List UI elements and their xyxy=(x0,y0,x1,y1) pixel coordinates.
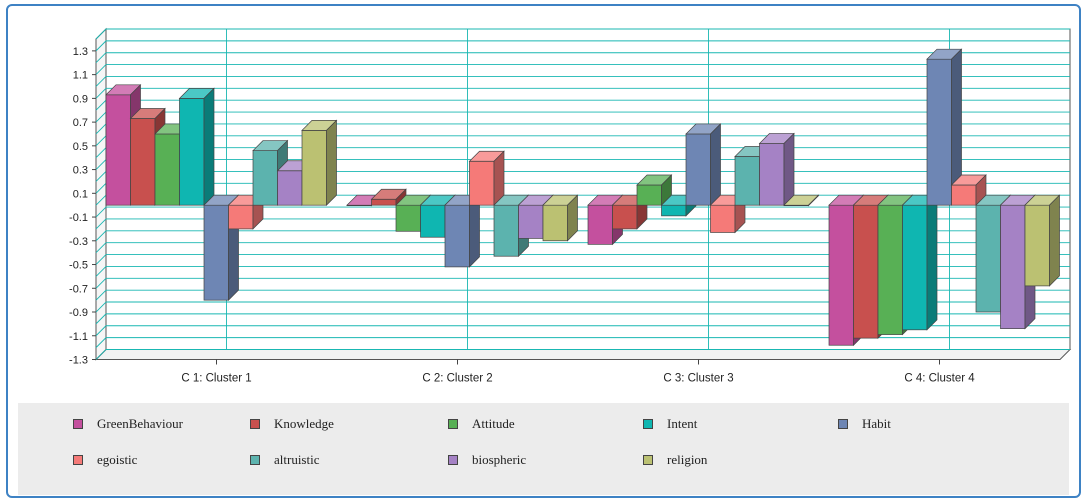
y-tick-label: -1.1 xyxy=(69,331,88,343)
gridline xyxy=(95,76,1070,87)
y-tick-label: -0.9 xyxy=(69,307,88,319)
legend-swatch xyxy=(643,419,653,429)
legend-swatch xyxy=(73,419,83,429)
legend-item: Knowledge xyxy=(250,415,334,433)
y-tick-label: -0.3 xyxy=(69,236,88,248)
y-tick-label: 0.5 xyxy=(73,141,88,153)
gridline xyxy=(95,337,1070,348)
y-tick-label: 0.9 xyxy=(73,93,88,105)
legend-item: altruistic xyxy=(250,451,320,469)
legend-item: Habit xyxy=(838,415,891,433)
legend-swatch xyxy=(448,419,458,429)
chart-frame: 1.3 1.1 0.9 0.7 0.5 0.3 0.1 -0.1 -0.3 -0.5 -0.7 -0.… xyxy=(6,4,1081,498)
legend-item: biospheric xyxy=(448,451,526,469)
gridline xyxy=(95,28,1070,40)
bar xyxy=(468,150,505,207)
x-category-label: C 2: Cluster 2 xyxy=(422,372,492,384)
legend-label: GreenBehaviour xyxy=(97,416,183,431)
bar xyxy=(926,48,963,207)
legend-swatch xyxy=(643,455,653,465)
legend-swatch xyxy=(250,455,260,465)
legend-label: religion xyxy=(667,452,708,467)
bar xyxy=(685,123,722,207)
y-tick-label: 0.3 xyxy=(73,165,88,177)
y-tick-label: -0.5 xyxy=(69,260,88,272)
gridline xyxy=(95,99,1070,111)
y-tick-label: 1.3 xyxy=(73,46,88,58)
y-tick-label: -0.7 xyxy=(69,283,88,295)
x-category-label: C 4: Cluster 4 xyxy=(904,372,975,384)
gridline xyxy=(95,123,1070,135)
bar xyxy=(1024,194,1061,287)
gridline xyxy=(95,64,1070,75)
legend-swatch xyxy=(448,455,458,465)
gridline xyxy=(95,111,1070,123)
x-category-label: C 1: Cluster 1 xyxy=(181,372,251,384)
bar xyxy=(636,174,673,207)
y-tick-label: 1.1 xyxy=(73,70,88,82)
legend-item: GreenBehaviour xyxy=(73,415,183,433)
bar xyxy=(301,119,338,207)
legend-label: egoistic xyxy=(97,452,138,467)
bar xyxy=(901,194,938,331)
x-category-label: C 3: Cluster 3 xyxy=(663,372,733,384)
legend-label: Knowledge xyxy=(274,416,334,431)
y-tick-label: -1.3 xyxy=(69,354,88,366)
legend-label: altruistic xyxy=(274,452,320,467)
legend-item: religion xyxy=(643,451,707,469)
legend-swatch xyxy=(73,455,83,465)
legend-label: Habit xyxy=(862,416,891,431)
y-tick-label: 0.1 xyxy=(73,188,88,200)
legend-item: Attitude xyxy=(448,415,515,433)
legend-item: Intent xyxy=(643,415,697,433)
bar xyxy=(370,188,407,207)
gridline xyxy=(95,349,1070,360)
bar-chart: 1.3 1.1 0.9 0.7 0.5 0.3 0.1 -0.1 -0.3 -0.5 -0.7 -0.… xyxy=(69,27,1072,384)
legend-label: Intent xyxy=(667,416,698,431)
legend-item: egoistic xyxy=(73,451,137,469)
y-tick-label: 0.7 xyxy=(73,117,88,129)
legend-label: Attitude xyxy=(472,416,515,431)
gridline xyxy=(95,135,1070,147)
gridline xyxy=(95,52,1070,64)
gridline xyxy=(95,87,1070,99)
bar xyxy=(542,194,579,242)
legend-swatch xyxy=(838,419,848,429)
plot-floor xyxy=(94,348,1072,360)
legend: GreenBehaviour Knowledge Attitude Intent Hab… xyxy=(18,403,1069,495)
legend-swatch xyxy=(250,419,260,429)
gridline xyxy=(95,40,1070,52)
bar xyxy=(178,87,215,207)
bar xyxy=(783,194,820,207)
y-tick-label: -0.1 xyxy=(69,212,88,224)
bar xyxy=(758,132,795,207)
bar xyxy=(444,194,481,268)
legend-label: biospheric xyxy=(472,452,527,467)
